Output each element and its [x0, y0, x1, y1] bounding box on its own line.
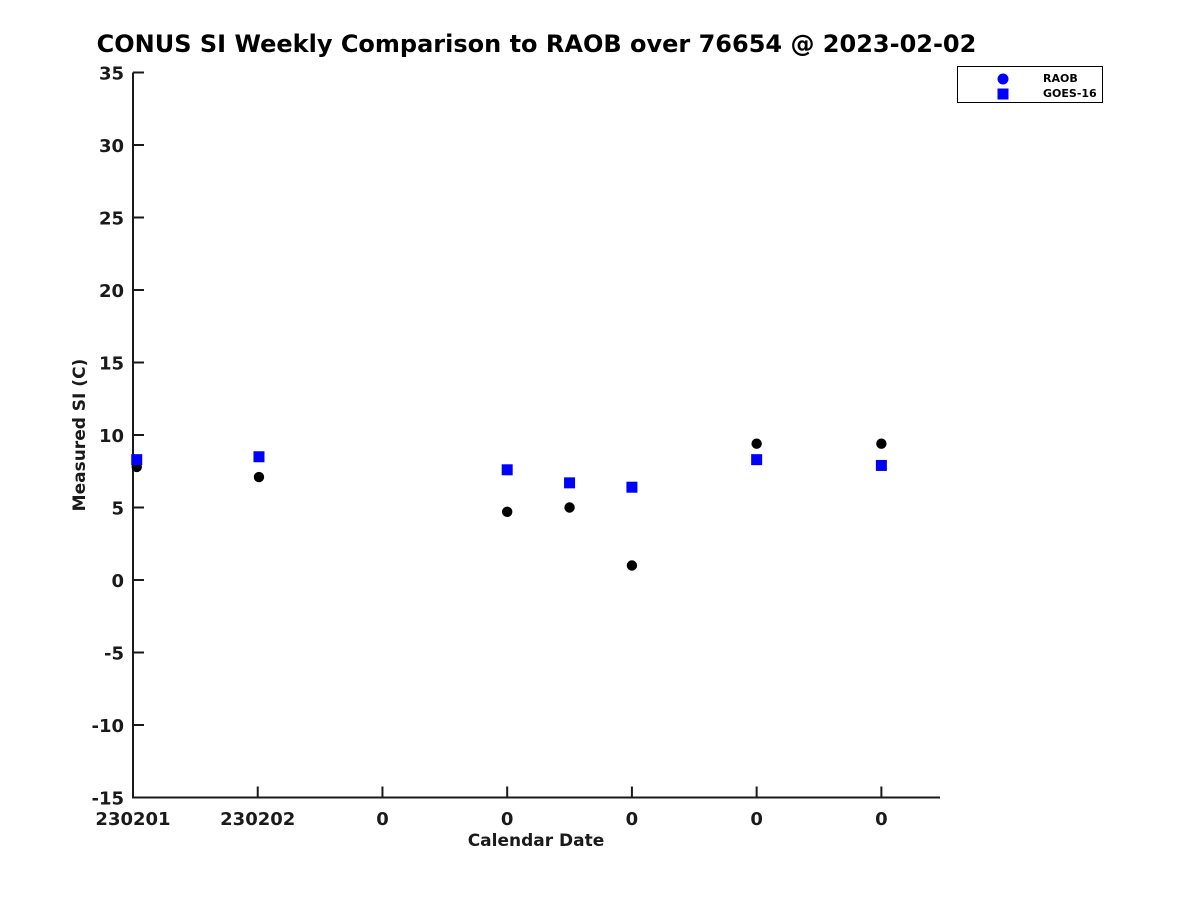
- goes16-point: [501, 464, 513, 476]
- raob-point: [876, 438, 887, 449]
- legend-raob-circle-icon: [997, 73, 1009, 85]
- y-tick-label: 0: [111, 571, 124, 592]
- legend-goes16-square-icon: [997, 88, 1009, 100]
- raob-legend-marker: [997, 73, 1009, 85]
- y-tick-label: 30: [99, 136, 124, 157]
- y-tick-label: -5: [104, 644, 124, 665]
- goes16-point: [564, 477, 576, 489]
- y-tick-label: -10: [91, 716, 124, 737]
- chart-title: CONUS SI Weekly Comparison to RAOB over …: [96, 30, 977, 58]
- goes16-point: [751, 454, 763, 466]
- goes16-point: [626, 481, 638, 493]
- x-tick-label: 0: [875, 809, 888, 830]
- raob-point: [501, 506, 513, 518]
- legend: RAOB GOES-16: [957, 66, 1103, 103]
- y-tick-label: 25: [99, 209, 124, 230]
- x-tick-label: 230201: [95, 809, 170, 830]
- y-tick-label: -15: [91, 789, 124, 810]
- legend-label-raob: RAOB: [1043, 72, 1078, 85]
- goes16-point: [131, 454, 143, 466]
- legend-label-goes16: GOES-16: [1043, 87, 1097, 100]
- raob-point: [564, 502, 575, 513]
- raob-point: [626, 560, 638, 571]
- y-tick-label: 15: [99, 354, 124, 375]
- goes16-legend-marker: [997, 88, 1009, 100]
- raob-point: [751, 438, 762, 449]
- x-axis-label: Calendar Date: [467, 831, 605, 851]
- x-tick-label: 230202: [220, 809, 295, 830]
- x-tick-label: 0: [501, 809, 514, 830]
- y-tick-label: 35: [99, 64, 124, 85]
- x-tick-label: 0: [626, 809, 639, 830]
- raob-point: [253, 471, 265, 483]
- x-tick-label: 0: [750, 809, 763, 830]
- goes16-point: [253, 451, 265, 463]
- y-tick-label: 5: [111, 499, 124, 520]
- goes16-point: [875, 459, 887, 471]
- x-tick-label: 0: [376, 809, 389, 830]
- y-tick-label: 20: [99, 281, 124, 302]
- y-tick-label: 10: [99, 426, 124, 447]
